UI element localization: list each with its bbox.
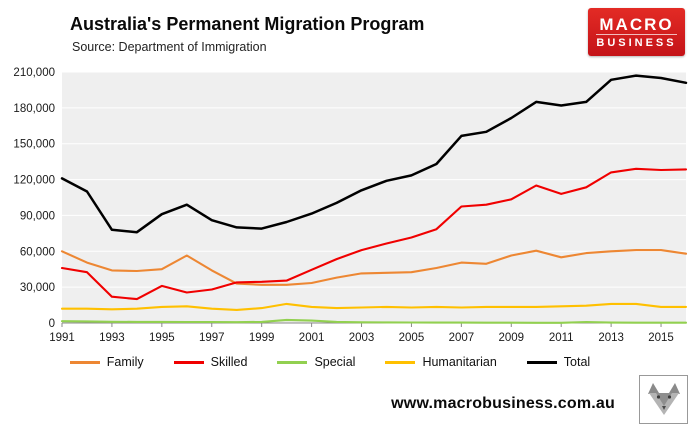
- logo-text-business: BUSINESS: [596, 33, 677, 50]
- svg-text:1999: 1999: [249, 332, 275, 344]
- legend-label: Family: [106, 355, 144, 369]
- chart-legend: Family Skilled Special Humanitarian Tota…: [0, 355, 660, 369]
- legend-label: Humanitarian: [422, 355, 497, 369]
- special-line-swatch: [277, 360, 308, 364]
- logo-text-macro: MACRO: [599, 14, 674, 34]
- legend-label: Skilled: [210, 355, 248, 369]
- legend-item-total: Total: [526, 355, 591, 369]
- svg-text:2003: 2003: [349, 332, 375, 344]
- svg-text:0: 0: [49, 318, 55, 330]
- svg-text:2005: 2005: [399, 332, 425, 344]
- svg-text:2009: 2009: [498, 332, 524, 344]
- website-link[interactable]: www.macrobusiness.com.au: [391, 395, 615, 412]
- svg-text:30,000: 30,000: [20, 282, 55, 294]
- svg-text:180,000: 180,000: [13, 103, 55, 115]
- legend-label: Total: [563, 355, 591, 369]
- humanitarian-line-swatch: [385, 360, 416, 364]
- legend-label: Special: [314, 355, 356, 369]
- svg-text:120,000: 120,000: [13, 175, 55, 187]
- macrobusiness-logo: MACRO BUSINESS: [588, 8, 685, 56]
- family-line-swatch: [69, 360, 100, 364]
- chart-source: Source: Department of Immigration: [72, 40, 267, 54]
- svg-text:210,000: 210,000: [13, 67, 55, 79]
- legend-item-skilled: Skilled: [173, 355, 248, 369]
- skilled-line-swatch: [173, 360, 204, 364]
- svg-text:2013: 2013: [598, 332, 624, 344]
- svg-text:1991: 1991: [49, 332, 75, 344]
- legend-item-special: Special: [277, 355, 355, 369]
- svg-text:2007: 2007: [449, 332, 475, 344]
- chart-title: Australia's Permanent Migration Program: [70, 14, 425, 34]
- svg-text:2011: 2011: [549, 332, 574, 344]
- macrobusiness-wolf-logo: [639, 375, 688, 424]
- svg-text:1993: 1993: [99, 332, 125, 344]
- legend-item-humanitarian: Humanitarian: [385, 355, 497, 369]
- svg-text:1997: 1997: [199, 332, 225, 344]
- svg-text:60,000: 60,000: [20, 246, 55, 258]
- svg-text:1995: 1995: [149, 332, 175, 344]
- migration-line-chart: 0 30,000 60,000 90,000 120,000 150,000 180,000…: [13, 67, 688, 344]
- wolf-icon: [647, 382, 680, 415]
- svg-text:150,000: 150,000: [13, 139, 55, 151]
- svg-text:2015: 2015: [648, 332, 674, 344]
- svg-text:2001: 2001: [299, 332, 325, 344]
- legend-item-family: Family: [69, 355, 144, 369]
- total-line-swatch: [526, 360, 557, 364]
- svg-text:90,000: 90,000: [20, 210, 55, 222]
